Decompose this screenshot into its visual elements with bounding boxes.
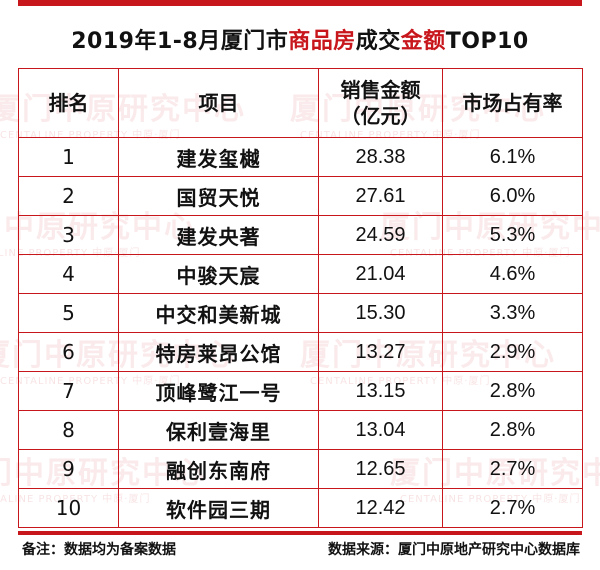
table-row: 8 保利壹海里 13.04 2.8%	[18, 410, 583, 450]
table-row: 3 建发央著 24.59 5.3%	[18, 215, 583, 255]
rank-cell: 3	[18, 215, 119, 255]
share-cell: 6.0%	[442, 176, 583, 216]
project-cell: 特房莱昂公馆	[118, 332, 319, 372]
rank-cell: 8	[18, 410, 119, 450]
header-rank: 排名	[18, 68, 119, 138]
footer-note: 备注：数据均为备案数据	[22, 542, 176, 558]
amount-cell: 15.30	[318, 293, 443, 333]
top-accent-bar	[18, 0, 582, 6]
amount-cell: 28.38	[318, 137, 443, 177]
share-cell: 2.7%	[442, 449, 583, 489]
rank-cell: 5	[18, 293, 119, 333]
share-cell: 2.7%	[442, 488, 583, 528]
rank-cell: 9	[18, 449, 119, 489]
rank-cell: 6	[18, 332, 119, 372]
footer-source: 数据来源：厦门中原地产研究中心数据库	[328, 542, 580, 558]
title-part: 成交	[355, 29, 401, 54]
table-row: 5 中交和美新城 15.30 3.3%	[18, 293, 583, 333]
table-row: 1 建发玺樾 28.38 6.1%	[18, 137, 583, 177]
header-amount-line2: （亿元）	[340, 104, 421, 128]
table-row: 4 中骏天宸 21.04 4.6%	[18, 254, 583, 294]
title-highlight: 金额	[400, 29, 446, 54]
amount-cell: 13.27	[318, 332, 443, 372]
share-cell: 5.3%	[442, 215, 583, 255]
page-title: 2019年1-8月厦门市商品房成交金额TOP10	[18, 20, 582, 64]
project-cell: 保利壹海里	[118, 410, 319, 450]
header-amount-line1: 销售金额	[340, 78, 421, 102]
header-share: 市场占有率	[442, 68, 583, 138]
table-row: 2 国贸天悦 27.61 6.0%	[18, 176, 583, 216]
amount-cell: 12.42	[318, 488, 443, 528]
amount-cell: 21.04	[318, 254, 443, 294]
table-row: 10 软件园三期 12.42 2.7%	[18, 488, 583, 528]
table-header-row: 排名 项目 销售金额 （亿元） 市场占有率	[18, 68, 583, 138]
rank-cell: 10	[18, 488, 119, 528]
project-cell: 软件园三期	[118, 488, 319, 528]
ranking-table: 排名 项目 销售金额 （亿元） 市场占有率 1 建发玺樾 28.38 6.1% …	[18, 68, 583, 528]
amount-cell: 27.61	[318, 176, 443, 216]
footer-accent-bar	[18, 531, 582, 535]
amount-cell: 12.65	[318, 449, 443, 489]
amount-cell: 24.59	[318, 215, 443, 255]
title-part: 2019年1-8月厦门市	[71, 29, 289, 54]
project-cell: 建发央著	[118, 215, 319, 255]
rank-cell: 4	[18, 254, 119, 294]
share-cell: 2.8%	[442, 410, 583, 450]
table-row: 7 顶峰鹭江一号 13.15 2.8%	[18, 371, 583, 411]
project-cell: 融创东南府	[118, 449, 319, 489]
footer: 备注：数据均为备案数据 数据来源：厦门中原地产研究中心数据库	[18, 538, 582, 562]
header-amount: 销售金额 （亿元）	[318, 68, 443, 138]
header-project: 项目	[118, 68, 319, 138]
project-cell: 国贸天悦	[118, 176, 319, 216]
rank-cell: 2	[18, 176, 119, 216]
share-cell: 6.1%	[442, 137, 583, 177]
table-row: 9 融创东南府 12.65 2.7%	[18, 449, 583, 489]
share-cell: 2.9%	[442, 332, 583, 372]
share-cell: 2.8%	[442, 371, 583, 411]
project-cell: 建发玺樾	[118, 137, 319, 177]
table-row: 6 特房莱昂公馆 13.27 2.9%	[18, 332, 583, 372]
project-cell: 顶峰鹭江一号	[118, 371, 319, 411]
rank-cell: 7	[18, 371, 119, 411]
amount-cell: 13.15	[318, 371, 443, 411]
rank-cell: 1	[18, 137, 119, 177]
share-cell: 3.3%	[442, 293, 583, 333]
project-cell: 中骏天宸	[118, 254, 319, 294]
title-part: TOP10	[445, 29, 529, 54]
project-cell: 中交和美新城	[118, 293, 319, 333]
amount-cell: 13.04	[318, 410, 443, 450]
title-highlight: 商品房	[288, 29, 356, 54]
share-cell: 4.6%	[442, 254, 583, 294]
